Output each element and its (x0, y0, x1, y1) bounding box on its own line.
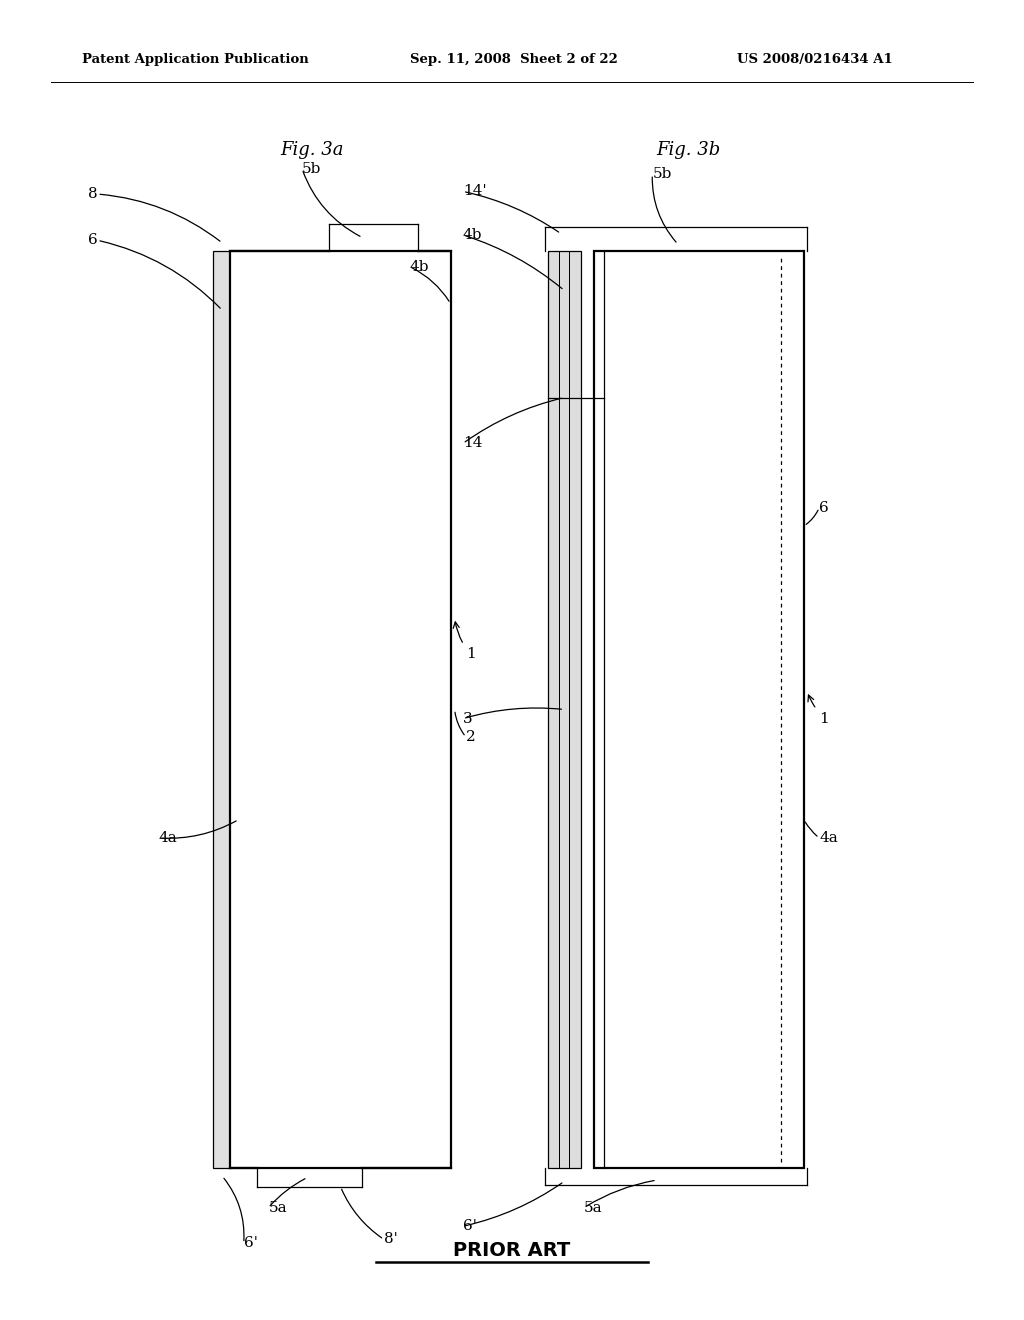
Bar (213, 251, 231, 1168)
Text: 14: 14 (463, 437, 482, 450)
Text: 5b: 5b (302, 162, 322, 176)
Text: US 2008/0216434 A1: US 2008/0216434 A1 (737, 53, 893, 66)
Text: Fig. 3b: Fig. 3b (656, 141, 720, 160)
Text: 4a: 4a (819, 830, 838, 845)
Text: Fig. 3a: Fig. 3a (281, 141, 344, 160)
Text: 1: 1 (454, 622, 476, 661)
Text: 5a: 5a (268, 1201, 287, 1214)
Text: 3: 3 (463, 711, 472, 726)
Text: 4a: 4a (159, 830, 177, 845)
Text: 5b: 5b (652, 168, 672, 181)
Text: 1: 1 (808, 696, 829, 726)
Text: 5a: 5a (584, 1201, 602, 1214)
Bar (548, 251, 581, 1168)
Text: 6: 6 (87, 234, 97, 247)
Text: 8': 8' (384, 1233, 397, 1246)
Text: 4b: 4b (463, 228, 482, 242)
Text: 6': 6' (463, 1220, 477, 1233)
Text: Sep. 11, 2008  Sheet 2 of 22: Sep. 11, 2008 Sheet 2 of 22 (410, 53, 617, 66)
Text: 8: 8 (88, 187, 97, 201)
Text: PRIOR ART: PRIOR ART (454, 1241, 570, 1259)
Bar (230, 251, 451, 1168)
Text: 14': 14' (463, 185, 486, 198)
Text: 4b: 4b (410, 260, 429, 273)
Text: 6': 6' (244, 1237, 258, 1250)
Text: 2: 2 (466, 730, 476, 744)
Text: Patent Application Publication: Patent Application Publication (82, 53, 308, 66)
Text: 6: 6 (819, 500, 829, 515)
Bar (594, 251, 804, 1168)
